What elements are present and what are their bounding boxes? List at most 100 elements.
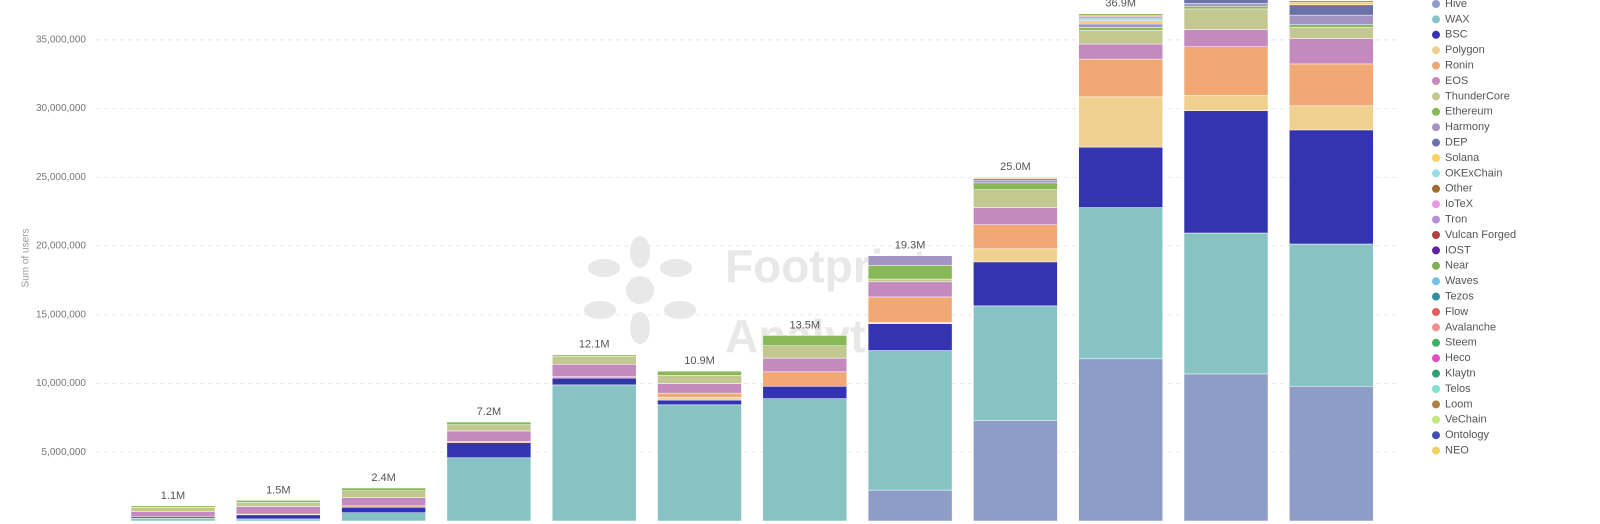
legend-swatch: [1432, 215, 1440, 224]
watermark-logo: [664, 301, 696, 319]
legend-label: IoTeX: [1445, 198, 1474, 210]
bar-segment: [973, 305, 1058, 421]
bar-segment: [1289, 105, 1374, 131]
bar-segment: [762, 345, 848, 359]
legend-swatch: [1432, 92, 1440, 101]
bar-segment: [1289, 27, 1374, 39]
legend-label: Avalanche: [1445, 321, 1496, 333]
bar-segment: [1183, 110, 1269, 234]
bar-segment: [1289, 24, 1374, 28]
legend-swatch: [1432, 385, 1440, 393]
y-tick-label: 15,000,000: [36, 309, 86, 320]
bar-segment: [973, 182, 1058, 190]
bar-segment: [657, 383, 742, 394]
bar-segment: [973, 248, 1058, 263]
bar-segment: [762, 357, 848, 373]
legend-swatch: [1432, 46, 1440, 55]
total-label: 2.4M: [371, 472, 395, 484]
bar-segment: [1078, 20, 1163, 24]
bar-segment: [1078, 13, 1163, 16]
y-axis-label: Sum of users: [21, 229, 32, 288]
bar-segment: [446, 442, 532, 459]
bar-segment: [341, 507, 426, 514]
y-tick-label: 35,000,000: [36, 35, 86, 46]
bar-segment: [1078, 29, 1163, 45]
bar-segment: [973, 224, 1058, 250]
legend-swatch: [1432, 354, 1440, 363]
bar-segment: [446, 457, 532, 522]
legend-label: OKExChain: [1445, 167, 1502, 179]
bar-segment: [1289, 0, 1374, 3]
legend-label: IOST: [1445, 244, 1471, 256]
legend-swatch: [1432, 431, 1440, 440]
legend-swatch: [1432, 277, 1440, 286]
bar-segment: [341, 512, 426, 522]
bar-segment: [657, 404, 742, 522]
legend-label: Harmony: [1445, 121, 1490, 133]
legend-swatch: [1432, 369, 1440, 378]
bar-segment: [1078, 146, 1163, 208]
watermark-logo: [588, 259, 620, 277]
legend-label: Waves: [1445, 275, 1479, 287]
legend-label: Telos: [1445, 383, 1471, 395]
legend-swatch: [1432, 184, 1440, 193]
y-tick-label: 30,000,000: [36, 103, 86, 114]
legend-label: Tron: [1445, 214, 1467, 226]
legend-swatch: [1432, 15, 1440, 24]
watermark-logo: [630, 312, 650, 344]
legend-label: Flow: [1445, 306, 1468, 318]
bar-segment: [341, 490, 426, 498]
legend-label: EOS: [1445, 75, 1468, 87]
y-tick-label: 25,000,000: [36, 172, 86, 183]
bar-segment: [867, 350, 953, 491]
total-label: 36.9M: [1105, 0, 1136, 10]
bar-segment: [1183, 232, 1269, 375]
bar-segment: [1289, 386, 1374, 522]
bar-segment: [762, 386, 848, 399]
legend-label: Polygon: [1445, 44, 1485, 56]
legend-label: Steem: [1445, 337, 1477, 349]
bar-segment: [973, 177, 1058, 179]
bar-segment: [1078, 27, 1163, 31]
watermark-logo: [660, 259, 692, 277]
legend-label: Hive: [1445, 0, 1467, 10]
total-label: 12.1M: [579, 339, 610, 351]
bar-segment: [1289, 243, 1374, 387]
bar-segment: [657, 392, 742, 398]
legend-swatch: [1432, 200, 1440, 209]
bar-segment: [973, 179, 1058, 184]
total-label: 25.0M: [1000, 161, 1031, 173]
bar-segment: [973, 207, 1058, 226]
bar-segment: [657, 397, 742, 401]
legend-swatch: [1432, 446, 1440, 455]
bar-segment: [867, 489, 953, 522]
legend-label: ThunderCore: [1445, 90, 1510, 102]
legend-label: Solana: [1445, 152, 1480, 164]
bar-segment: [446, 421, 532, 426]
watermark-logo: [584, 301, 616, 319]
bar-segment: [1183, 46, 1269, 96]
legend-label: Ontology: [1445, 429, 1490, 441]
bar-segment: [1183, 29, 1269, 47]
bar-segment: [867, 265, 953, 280]
total-label: 13.5M: [790, 319, 821, 331]
bar-segment: [657, 399, 742, 406]
bar-segment: [973, 189, 1058, 208]
bar-segment: [130, 511, 216, 518]
bar-segment: [551, 364, 637, 377]
bar-segment: [1183, 373, 1269, 522]
total-label: 1.5M: [266, 484, 290, 496]
bar-segment: [551, 354, 637, 357]
bar-segment: [551, 355, 637, 365]
legend-label: Ethereum: [1445, 106, 1493, 118]
bar-segment: [236, 514, 321, 520]
bar-segment: [1289, 4, 1374, 16]
total-label: 10.9M: [684, 355, 715, 367]
legend-label: VeChain: [1445, 414, 1487, 426]
bar-segment: [1078, 207, 1163, 360]
bar-segment: [1078, 24, 1163, 28]
legend-label: Tezos: [1445, 291, 1474, 303]
bar-segment: [341, 497, 426, 507]
legend-swatch: [1432, 323, 1440, 332]
